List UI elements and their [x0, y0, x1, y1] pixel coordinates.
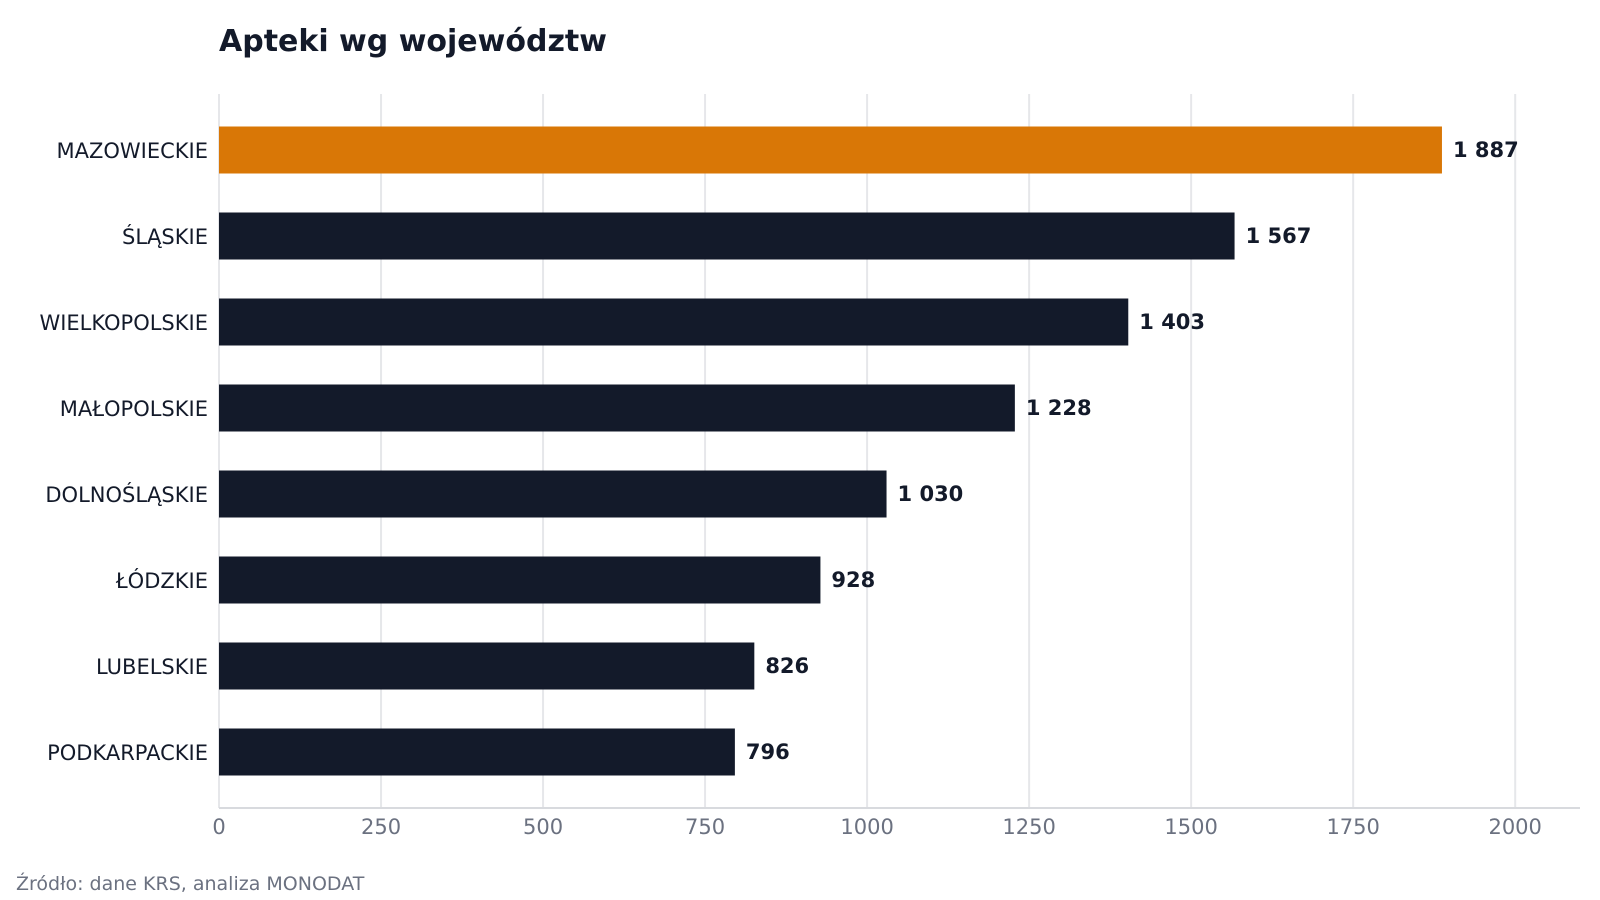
x-axis-ticks: 0 250 500 750 1000 1250 1500 1750 2000	[212, 815, 1542, 839]
value-label: 1 403	[1139, 310, 1205, 334]
value-label: 1 887	[1453, 138, 1519, 162]
x-tick-label: 750	[685, 815, 725, 839]
value-label: 928	[831, 568, 875, 592]
value-label: 826	[765, 654, 809, 678]
value-label: 1 030	[898, 482, 964, 506]
category-label: MAŁOPOLSKIE	[60, 397, 208, 421]
category-label: MAZOWIECKIE	[56, 139, 208, 163]
bar	[219, 728, 735, 776]
bar	[219, 212, 1235, 260]
x-tick-label: 1250	[1002, 815, 1055, 839]
bar	[219, 298, 1129, 346]
x-tick-label: 250	[361, 815, 401, 839]
bar	[219, 556, 821, 604]
bar	[219, 384, 1015, 432]
x-tick-label: 0	[212, 815, 225, 839]
bar	[219, 642, 755, 690]
x-tick-label: 2000	[1488, 815, 1541, 839]
category-labels: MAZOWIECKIE ŚLĄSKIE WIELKOPOLSKIE MAŁOPOLSK…	[39, 139, 208, 765]
grid-lines	[218, 94, 1580, 809]
bars	[219, 126, 1442, 776]
category-label: DOLNOŚLĄSKIE	[45, 482, 208, 507]
chart-source: Źródło: dane KRS, analiza MONODAT	[16, 873, 365, 895]
value-labels: 1 887 1 567 1 403 1 228 1 030 928 826 796	[746, 138, 1519, 764]
category-label: WIELKOPOLSKIE	[39, 311, 208, 335]
x-tick-label: 500	[523, 815, 563, 839]
x-tick-label: 1500	[1164, 815, 1217, 839]
value-label: 1 567	[1246, 224, 1312, 248]
category-label: PODKARPACKIE	[47, 741, 208, 765]
value-label: 1 228	[1026, 396, 1092, 420]
x-tick-label: 1000	[840, 815, 893, 839]
x-tick-label: 1750	[1326, 815, 1379, 839]
category-label: LUBELSKIE	[96, 655, 208, 679]
bar	[219, 126, 1442, 174]
category-label: ŚLĄSKIE	[122, 224, 208, 249]
chart-title: Apteki wg województw	[219, 24, 607, 59]
bar	[219, 470, 887, 518]
category-label: ŁÓDZKIE	[115, 568, 208, 593]
value-label: 796	[746, 740, 790, 764]
